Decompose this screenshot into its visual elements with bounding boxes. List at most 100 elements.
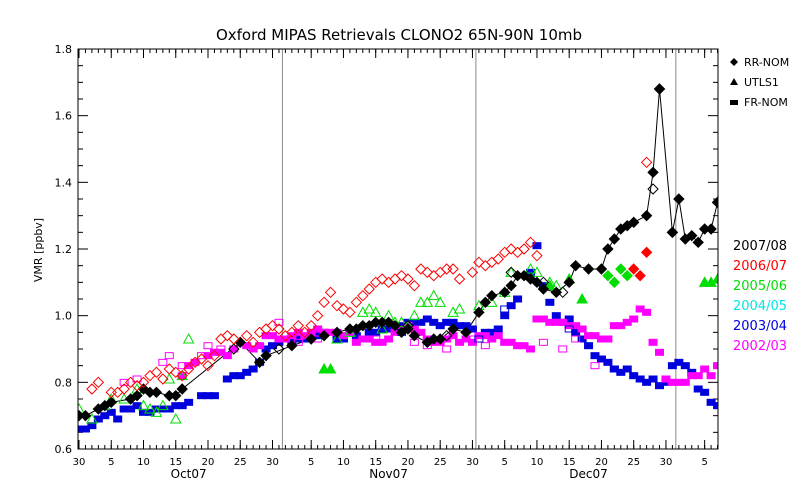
legend-season-label: 2007/08 [733,239,787,254]
diamond-marker [460,326,472,339]
diamond-marker [350,296,363,309]
square-marker [700,388,710,396]
diamond-marker [228,333,240,345]
square-marker [467,325,477,333]
square-marker [158,358,168,366]
legend-season-label: 2005/06 [733,279,787,294]
diamond-marker [137,376,150,389]
diamond-marker [318,329,330,342]
axes: 0.6 0.8 1.0 1.2 1.4 1.6 1.8 30 5 10 15 20 25 30 5 10 15 2… [55,43,719,481]
diamond-marker [221,329,234,342]
diamond-marker [440,329,453,342]
x-tick-label: 15 [169,457,182,468]
triangle-marker [150,406,163,417]
square-marker [655,348,664,356]
y-tick-label: 1.0 [55,310,73,323]
square-marker [177,372,187,380]
x-tick-label: 10 [531,457,544,468]
triangle-marker [324,362,337,374]
diamond-marker [240,329,253,342]
legend-season-label: 2003/04 [733,319,787,334]
square-marker [577,325,587,333]
square-marker [571,335,581,343]
data-points [78,83,718,433]
y-tick-label: 0.8 [55,376,73,389]
triangle-marker [415,296,427,307]
x-tick-label: 15 [369,457,382,468]
diamond-marker [531,249,543,262]
diamond-marker [150,386,163,399]
square-marker [467,335,477,343]
legend-season-label: 2002/03 [733,339,787,354]
diamond-marker [486,289,498,302]
x-tick-label: 5 [108,457,114,468]
triangle-marker [524,262,537,274]
diamond-marker [195,353,208,365]
triangle-marker [182,332,195,344]
triangle-marker [86,412,98,424]
diamond-marker [537,283,550,295]
square-marker [164,352,174,360]
diamond-marker [602,269,614,282]
triangle-marker [453,302,466,314]
square-marker [526,345,535,353]
diamond-marker [563,276,575,289]
diamond-marker [273,323,285,335]
legend-diamond-icon [730,58,738,66]
square-marker [622,365,632,373]
diamond-marker [498,286,511,299]
diamond-marker [621,269,633,282]
x-tick-label: 10 [137,457,150,468]
diamond-marker [170,366,182,379]
x-tick-label: 15 [563,457,576,468]
square-marker [603,358,613,366]
diamond-marker [292,319,305,332]
triangle-marker [531,266,543,277]
triangle-marker [144,402,156,414]
diamond-marker [118,383,130,395]
x-tick-label: 25 [434,457,447,468]
diamond-marker [686,229,698,242]
diamond-marker [273,343,285,355]
triangle-marker [427,289,440,301]
diamond-marker [131,389,143,402]
diamond-marker [318,296,330,309]
square-marker [700,365,710,373]
square-marker [513,295,523,303]
diamond-marker [705,223,717,235]
month-label: Nov07 [369,467,408,481]
x-tick-label: 20 [402,457,415,468]
diamond-marker [505,279,517,292]
y-tick-label: 1.8 [55,43,73,56]
diamond-marker [627,263,640,275]
diamond-marker [447,263,459,275]
plot-frame [77,48,719,450]
diamond-marker [640,209,653,222]
square-marker [177,362,187,370]
x-tick-label: 30 [73,457,86,468]
x-tick-label: 20 [202,457,215,468]
diamond-marker [79,409,92,422]
diamond-marker [647,166,659,179]
diamond-marker [402,273,414,285]
diamond-marker [286,339,298,352]
x-tick-label: 30 [660,457,673,468]
diamond-marker [492,253,504,265]
diamond-marker [331,326,343,339]
square-marker [197,352,207,360]
y-tick-label: 1.2 [55,243,73,256]
square-marker [442,345,452,353]
square-marker [384,335,394,343]
diamond-marker [473,256,485,269]
diamond-marker [176,383,188,395]
diamond-marker [647,183,659,195]
diamond-marker [150,366,163,379]
diamond-marker [447,323,459,335]
diamond-marker [408,279,421,292]
diamond-marker [305,319,317,332]
diamond-marker [344,306,356,319]
triangle-marker [434,296,447,307]
diamond-marker [415,263,427,275]
diamond-marker [124,376,137,389]
